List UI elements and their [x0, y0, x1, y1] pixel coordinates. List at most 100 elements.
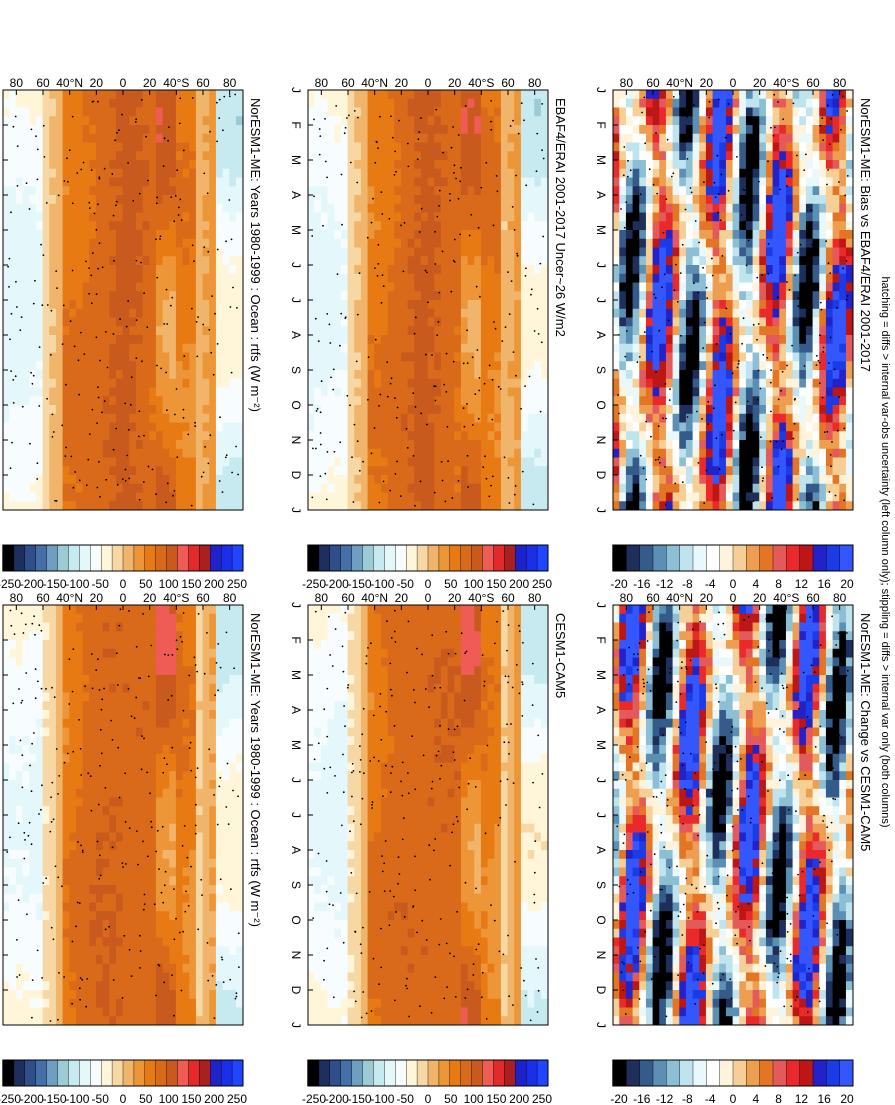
heatmap-cell — [209, 683, 217, 693]
heatmap-cell — [825, 771, 833, 781]
heatmap-cell — [812, 771, 820, 781]
heatmap-cell — [162, 648, 170, 658]
heatmap-cell — [189, 780, 197, 790]
heatmap-cell — [202, 753, 210, 763]
heatmap-cell — [307, 710, 315, 720]
heatmap-cell — [189, 1007, 197, 1017]
heatmap-cell — [62, 937, 70, 947]
heatmap-cell — [534, 692, 542, 702]
heatmap-cell — [845, 692, 853, 702]
heatmap-cell — [400, 1016, 408, 1026]
heatmap-cell — [307, 1007, 315, 1017]
heatmap-cell — [659, 657, 667, 667]
heatmap-cell — [719, 648, 727, 658]
heatmap-cell — [487, 771, 495, 781]
heatmap-cell — [494, 613, 502, 623]
stipple-dot — [123, 934, 126, 937]
heatmap-cell — [845, 718, 853, 728]
heatmap-cell — [109, 613, 117, 623]
heatmap-cell — [440, 963, 448, 973]
heatmap-cell — [812, 762, 820, 772]
heatmap-cell — [347, 745, 355, 755]
latitude-label: 40°S — [163, 591, 189, 605]
heatmap-cell — [162, 727, 170, 737]
heatmap-cell — [612, 631, 620, 641]
heatmap-cell — [320, 981, 328, 991]
heatmap-cell — [367, 683, 375, 693]
stipple-dot — [227, 823, 230, 825]
heatmap-cell — [347, 885, 355, 895]
stipple-dot — [447, 728, 450, 730]
heatmap-cell — [229, 771, 237, 781]
heatmap-cell — [732, 780, 740, 790]
heatmap-cell — [354, 885, 362, 895]
heatmap-cell — [354, 902, 362, 912]
heatmap-cell — [427, 920, 435, 930]
heatmap-cell — [792, 701, 800, 711]
heatmap-cell — [692, 701, 700, 711]
heatmap-cell — [135, 928, 143, 938]
heatmap-cell — [169, 762, 177, 772]
heatmap-cell — [540, 806, 548, 816]
heatmap-cell — [327, 1016, 335, 1026]
stipple-dot — [57, 1018, 59, 1021]
heatmap-cell — [327, 753, 335, 763]
heatmap-cell — [387, 666, 395, 676]
heatmap-cell — [494, 937, 502, 947]
heatmap-cell — [75, 990, 83, 1000]
stipple-dot — [89, 775, 92, 777]
heatmap-cell — [507, 605, 515, 615]
heatmap-cell — [812, 683, 820, 693]
heatmap-cell — [189, 718, 197, 728]
heatmap-cell — [314, 718, 322, 728]
heatmap-cell — [102, 640, 110, 650]
heatmap-cell — [467, 990, 475, 1000]
heatmap-cell — [494, 955, 502, 965]
heatmap-cell — [229, 675, 237, 685]
heatmap-cell — [480, 946, 488, 956]
heatmap-cell — [692, 648, 700, 658]
heatmap-cell — [9, 675, 17, 685]
heatmap-cell — [487, 850, 495, 860]
heatmap-cell — [779, 692, 787, 702]
heatmap-cell — [2, 780, 10, 790]
heatmap-cell — [699, 797, 707, 807]
colorbar-swatch — [2, 1059, 15, 1087]
heatmap-cell — [15, 788, 23, 798]
heatmap-cell — [162, 762, 170, 772]
heatmap-cell — [467, 675, 475, 685]
heatmap-cell — [420, 788, 428, 798]
heatmap-cell — [340, 963, 348, 973]
colorbar-swatch — [427, 1059, 440, 1087]
stipple-dot — [40, 808, 42, 811]
heatmap-cell — [394, 771, 402, 781]
heatmap-cell — [799, 683, 807, 693]
heatmap-cell — [719, 806, 727, 816]
heatmap-cell — [400, 920, 408, 930]
heatmap-cell — [434, 841, 442, 851]
stipple-dot — [85, 1005, 88, 1008]
heatmap-cell — [387, 718, 395, 728]
heatmap-cell — [480, 885, 488, 895]
heatmap-cell — [540, 841, 548, 851]
heatmap-cell — [652, 797, 660, 807]
heatmap-cell — [739, 675, 747, 685]
heatmap-cell — [779, 701, 787, 711]
stipple-dot — [328, 615, 330, 618]
heatmap-cell — [69, 823, 77, 833]
heatmap-cell — [792, 640, 800, 650]
heatmap-cell — [507, 648, 515, 658]
heatmap-cell — [454, 823, 462, 833]
heatmap-cell — [327, 727, 335, 737]
heatmap-cell — [645, 622, 653, 632]
heatmap-cell — [15, 1007, 23, 1017]
heatmap-cell — [109, 841, 117, 851]
heatmap-cell — [320, 893, 328, 903]
heatmap-cell — [540, 683, 548, 693]
heatmap-cell — [612, 788, 620, 798]
heatmap-cell — [732, 745, 740, 755]
heatmap-cell — [195, 666, 203, 676]
heatmap-cell — [467, 727, 475, 737]
stipple-dot — [76, 901, 79, 904]
